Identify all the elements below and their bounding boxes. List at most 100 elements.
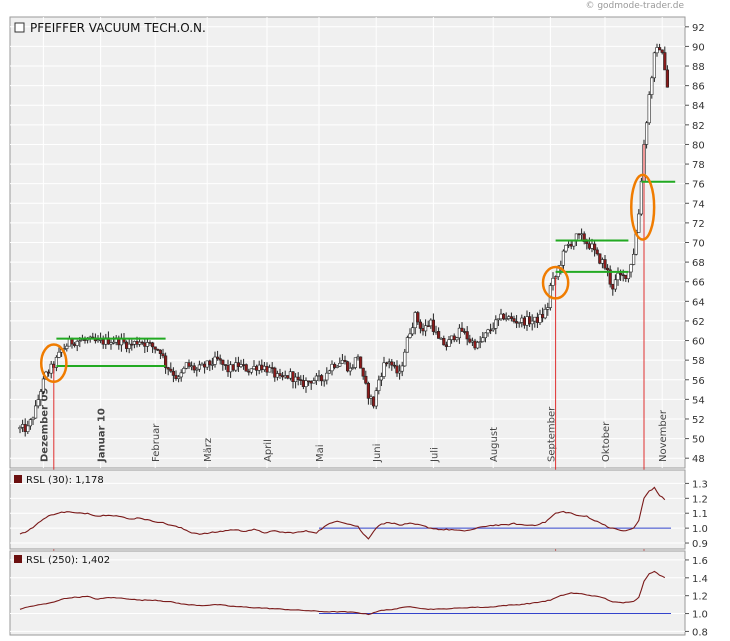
candle-body — [278, 373, 282, 376]
candle-body — [145, 342, 150, 347]
candle-body — [262, 365, 267, 370]
candle-body — [356, 356, 360, 359]
main-y-tick-label: 62 — [692, 317, 705, 328]
rsl30-title: RSL (30): 1,178 — [26, 475, 104, 486]
candle-body — [449, 335, 454, 340]
candle-body — [397, 370, 402, 374]
candle-body — [33, 405, 38, 419]
rsl30-plot-area — [9, 469, 686, 550]
candle-body — [301, 380, 306, 387]
candle-body — [67, 338, 71, 347]
candle-body — [629, 264, 633, 273]
candle-body — [379, 376, 384, 381]
candle-body — [20, 424, 25, 428]
rsl-y-tick-label: 0.8 — [692, 627, 708, 638]
month-label: Mai — [315, 444, 326, 462]
candle-body — [416, 312, 420, 323]
candle-body — [410, 327, 415, 335]
candle-body — [520, 317, 524, 323]
candle-body — [546, 307, 550, 310]
candle-body — [132, 341, 137, 345]
candle-body — [317, 375, 321, 377]
candle-body — [644, 122, 649, 145]
candle-body — [639, 180, 643, 215]
candle-body — [655, 47, 659, 54]
candle-body — [413, 312, 417, 329]
candle-body — [57, 351, 61, 358]
candle-body — [293, 376, 298, 382]
candle-body — [525, 316, 529, 326]
rsl-y-tick-label: 1.3 — [692, 479, 708, 490]
candle-body — [447, 339, 451, 347]
rsl-line — [19, 486, 666, 540]
candle-body — [330, 363, 334, 372]
candle-body — [236, 362, 241, 367]
candle-body — [353, 357, 358, 368]
candle-body — [429, 319, 433, 327]
candle-body — [637, 213, 641, 233]
candle-body — [80, 339, 84, 342]
candle-body — [595, 249, 599, 255]
candle-body — [434, 331, 438, 333]
candle-body — [338, 362, 342, 367]
candle-body — [491, 328, 495, 331]
candle-body — [351, 367, 355, 369]
candle-body — [564, 244, 568, 252]
candle-body — [138, 341, 142, 345]
candle-body — [616, 272, 620, 281]
candle-body — [486, 329, 490, 334]
candle-body — [392, 364, 397, 367]
month-label: November — [658, 409, 669, 462]
candle-body — [348, 367, 352, 372]
candle-body — [223, 364, 228, 366]
candle-body — [319, 375, 324, 382]
candle-body — [462, 331, 467, 333]
main-y-tick-label: 54 — [692, 395, 705, 406]
main-y-tick-label: 64 — [692, 297, 705, 308]
candle-body — [164, 355, 168, 368]
candle-body — [244, 364, 248, 372]
candle-body — [205, 360, 209, 368]
candle-body — [309, 381, 313, 384]
candle-body — [26, 425, 30, 432]
candle-body — [390, 361, 394, 366]
candle-body — [187, 362, 191, 367]
candle-body — [18, 427, 22, 430]
candle-body — [657, 47, 662, 51]
main-y-tick-label: 58 — [692, 356, 705, 367]
candle-body — [322, 379, 326, 382]
candle-body — [213, 356, 217, 365]
candle-body — [408, 333, 412, 338]
legend-box-icon — [14, 22, 25, 33]
candle-body — [457, 327, 462, 339]
candle-body — [148, 342, 152, 344]
month-label: Oktober — [601, 421, 612, 462]
candle-body — [130, 343, 134, 346]
main-y-tick-label: 66 — [692, 278, 705, 289]
candle-body — [475, 342, 480, 349]
candle-body — [39, 391, 43, 400]
candle-body — [366, 382, 371, 399]
month-label: Dezember 09 — [39, 388, 50, 462]
watermark: © godmode-trader.de — [585, 1, 684, 11]
candle-body — [512, 318, 516, 322]
candle-body — [101, 339, 105, 345]
candle-body — [400, 365, 404, 372]
candle-body — [291, 371, 295, 382]
candle-body — [442, 337, 446, 346]
main-y-tick-label: 74 — [692, 199, 705, 210]
candle-body — [473, 340, 477, 349]
main-y-tick-label: 82 — [692, 121, 705, 132]
candle-body — [96, 339, 100, 342]
candle-body — [226, 365, 230, 373]
candle-body — [267, 367, 272, 373]
month-label: Januar 10 — [97, 408, 108, 463]
candle-body — [182, 368, 186, 374]
candle-body — [275, 373, 280, 378]
candle-body — [533, 316, 537, 322]
candle-body — [663, 52, 667, 71]
candle-body — [582, 233, 586, 242]
rsl250-panel: 0.8 1.0 1.2 1.4 1.6 RSL (250): 1,402 — [9, 550, 708, 638]
candle-body — [587, 243, 591, 249]
main-y-tick-label: 56 — [692, 376, 705, 387]
